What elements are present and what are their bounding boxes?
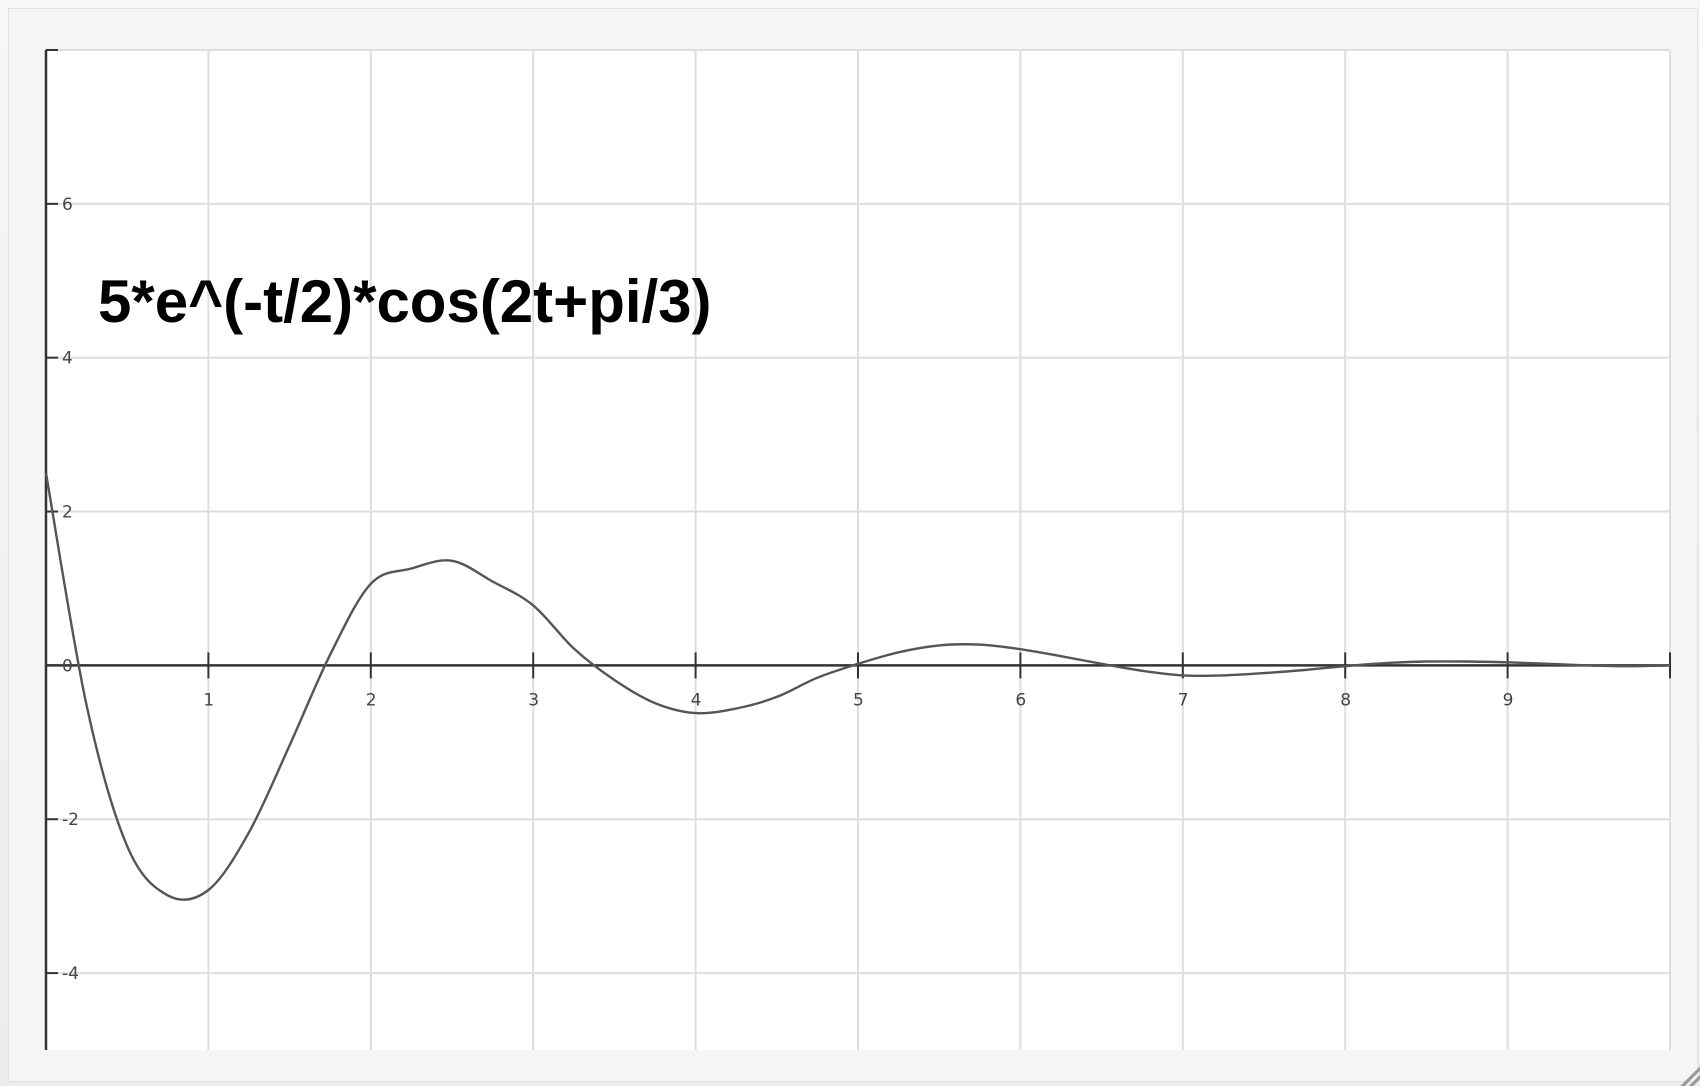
ticks: 1 2 3 4 5 6 7 8 9 6 4 2 0 -2 -4: [46, 195, 1671, 984]
x-tick-label: 3: [528, 690, 539, 710]
x-tick-label: 8: [1340, 690, 1351, 710]
y-tick-label: 6: [62, 195, 73, 215]
series-line: [44, 472, 1671, 901]
x-tick-label: 2: [366, 690, 377, 710]
y-tick-label: 2: [62, 503, 73, 523]
grid: [46, 49, 1671, 1050]
y-tick-label: 0: [62, 656, 73, 676]
x-tick-label: 1: [203, 690, 214, 710]
y-tick-label: -4: [62, 964, 79, 984]
resize-grip[interactable]: [1678, 1064, 1700, 1086]
x-tick-label: 5: [853, 690, 864, 710]
series: [44, 472, 1671, 901]
x-tick-label: 6: [1015, 690, 1026, 710]
x-tick-label: 7: [1178, 690, 1189, 710]
x-tick-label: 4: [691, 690, 702, 710]
y-tick-label: 4: [62, 349, 73, 369]
x-tick-label: 9: [1503, 690, 1514, 710]
y-tick-label: -2: [62, 810, 79, 830]
chart-title: 5*e^(-t/2)*cos(2t+pi/3): [98, 268, 712, 335]
